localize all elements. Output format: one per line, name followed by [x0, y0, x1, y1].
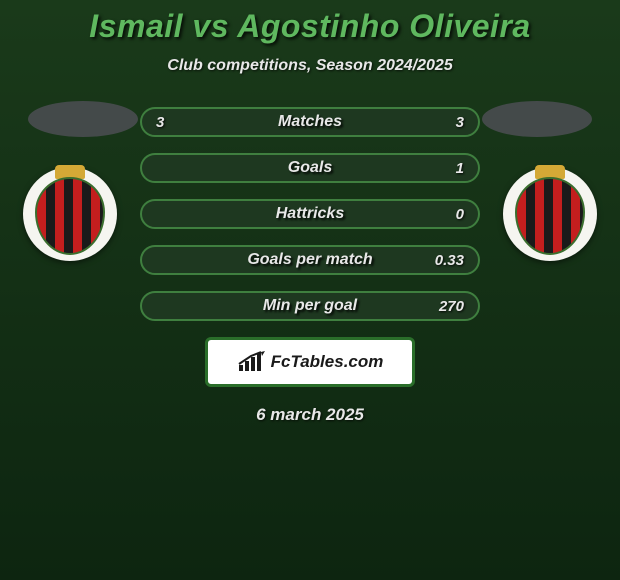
crest-circle	[503, 167, 597, 261]
stat-label: Min per goal	[142, 297, 478, 315]
stats-rows: 3 Matches 3 Goals 1 Hattricks 0 Goals pe…	[140, 107, 480, 321]
stat-label: Goals	[142, 159, 478, 177]
brand-label: FcTables.com	[271, 352, 384, 372]
stat-row: 3 Matches 3	[140, 107, 480, 137]
stats-area: 3 Matches 3 Goals 1 Hattricks 0 Goals pe…	[0, 107, 620, 425]
chart-growth-icon	[237, 351, 265, 373]
stat-row: Goals per match 0.33	[140, 245, 480, 275]
stat-label: Goals per match	[142, 251, 478, 269]
stat-row: Min per goal 270	[140, 291, 480, 321]
comparison-date: 6 march 2025	[0, 405, 620, 425]
brand-badge[interactable]: FcTables.com	[205, 337, 415, 387]
team-crest-right	[500, 167, 600, 261]
comparison-card: Ismail vs Agostinho Oliveira Club compet…	[0, 0, 620, 580]
comparison-subtitle: Club competitions, Season 2024/2025	[0, 57, 620, 75]
shadow-oval	[482, 101, 592, 137]
stat-row: Goals 1	[140, 153, 480, 183]
stat-label: Hattricks	[142, 205, 478, 223]
team-crest-left	[20, 167, 120, 261]
comparison-title: Ismail vs Agostinho Oliveira	[0, 8, 620, 45]
crest-circle	[23, 167, 117, 261]
shadow-oval	[28, 101, 138, 137]
stat-label: Matches	[142, 113, 478, 131]
stat-row: Hattricks 0	[140, 199, 480, 229]
crest-shield	[35, 177, 105, 255]
crest-shield	[515, 177, 585, 255]
